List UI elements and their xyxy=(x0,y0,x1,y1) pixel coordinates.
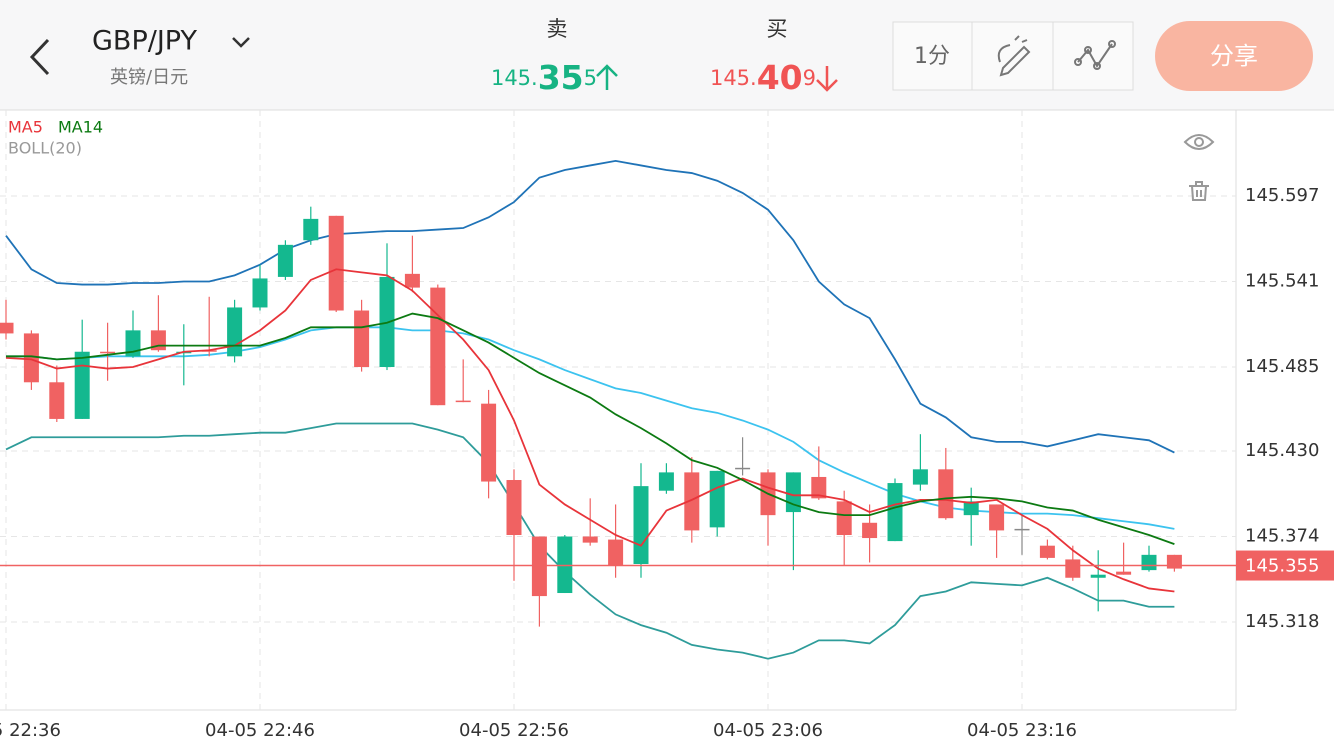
buy-price-prefix: 145. xyxy=(710,66,757,90)
candle-body xyxy=(506,480,522,535)
candle-body xyxy=(252,278,268,308)
x-tick-label: 04-05 22:56 xyxy=(459,720,569,741)
draw-tool-button[interactable] xyxy=(997,35,1031,77)
delete-button[interactable] xyxy=(1189,181,1209,201)
sell-price-prefix: 145. xyxy=(491,66,538,90)
legend-ma5: MA5 xyxy=(8,118,43,137)
last-price-label: 145.355 xyxy=(1245,556,1319,577)
header xyxy=(0,0,1334,110)
candle-body xyxy=(1039,545,1055,558)
x-tick-label: 04-05 22:46 xyxy=(205,720,315,741)
y-tick-label: 145.597 xyxy=(1245,185,1319,206)
candle-body xyxy=(1014,528,1030,531)
back-button[interactable] xyxy=(29,38,50,76)
y-tick-label: 145.430 xyxy=(1245,440,1319,461)
x-tick-label: 04-05 23:16 xyxy=(967,720,1077,741)
candle-body xyxy=(531,536,547,597)
candle-body xyxy=(633,486,649,565)
candle-body xyxy=(404,273,420,288)
candle-body xyxy=(328,215,344,311)
plot xyxy=(0,159,1182,660)
sell-price-suffix: 5 xyxy=(584,66,597,90)
y-tick-label: 145.318 xyxy=(1245,611,1319,632)
candle-body xyxy=(277,244,293,277)
candle-body xyxy=(1141,554,1157,571)
candle-body xyxy=(125,330,141,357)
sell-price-big: 35 xyxy=(538,58,584,97)
down-arrow xyxy=(816,66,838,92)
buy-label: 买 xyxy=(767,17,788,41)
candle-body xyxy=(862,522,878,539)
candle-body xyxy=(227,307,243,357)
indicator-line xyxy=(6,326,1175,530)
candle-body xyxy=(582,536,598,543)
y-tick-label: 145.485 xyxy=(1245,356,1319,377)
candle-body xyxy=(557,536,573,594)
grid xyxy=(0,110,1236,710)
candle-body xyxy=(455,400,471,403)
candle-body xyxy=(100,351,116,354)
candle-body xyxy=(1166,554,1182,569)
x-tick-label: 04-05 22:36 xyxy=(0,720,61,741)
pair-title[interactable]: GBP/JPY xyxy=(92,26,197,57)
candle-body xyxy=(989,504,1005,531)
buy-price-suffix: 9 xyxy=(803,66,816,90)
candle-body xyxy=(836,501,852,535)
candle-body xyxy=(354,310,370,368)
candle-body xyxy=(430,287,446,406)
candle-body xyxy=(735,467,751,470)
candle-body xyxy=(887,483,903,542)
candle-body xyxy=(1065,559,1081,578)
candle-body xyxy=(938,469,954,519)
indicator-line xyxy=(5,159,1175,454)
share-button[interactable] xyxy=(1155,21,1313,91)
pair-name: 英镑/日元 xyxy=(110,67,188,88)
last-price-box xyxy=(1236,550,1334,581)
indicator-line xyxy=(6,312,1175,546)
y-tick-label: 145.541 xyxy=(1245,270,1319,291)
y-tick-label: 145.374 xyxy=(1245,526,1319,547)
candle-body xyxy=(74,351,90,419)
candle-body xyxy=(481,403,497,482)
candle-body xyxy=(684,472,700,531)
candle-body xyxy=(811,476,827,499)
toolbar xyxy=(892,21,1134,91)
candle-body xyxy=(912,469,928,485)
candle-body xyxy=(709,470,725,528)
up-arrow xyxy=(596,64,618,90)
indicator-line xyxy=(5,268,1175,593)
candle-body xyxy=(608,539,624,566)
candle-body xyxy=(963,501,979,516)
x-tick-label: 04-05 23:06 xyxy=(713,720,823,741)
share-label[interactable]: 分享 xyxy=(1210,42,1258,70)
candle-body xyxy=(658,472,674,491)
candle-body xyxy=(23,333,39,383)
visibility-toggle[interactable] xyxy=(1183,134,1215,150)
candle-body xyxy=(49,382,65,419)
sell-price: 145.355 xyxy=(491,58,597,97)
candle-body xyxy=(1090,574,1106,578)
pair-dropdown[interactable] xyxy=(232,37,250,48)
line-tool-button[interactable] xyxy=(1074,40,1116,70)
axis-labels: 145.597 145.541 145.485 145.430 145.374 145.3… xyxy=(0,185,1319,741)
interval-button[interactable]: 1分 xyxy=(914,44,950,69)
buy-price: 145.409 xyxy=(710,58,816,97)
indicator-line xyxy=(5,422,1175,660)
candle-body xyxy=(0,322,14,334)
candle-body xyxy=(303,218,319,241)
sell-label: 卖 xyxy=(547,17,568,41)
legend-boll: BOLL(20) xyxy=(8,139,82,158)
buy-price-big: 40 xyxy=(757,58,803,97)
candle-body xyxy=(1116,571,1132,575)
legend-ma14: MA14 xyxy=(58,118,103,137)
